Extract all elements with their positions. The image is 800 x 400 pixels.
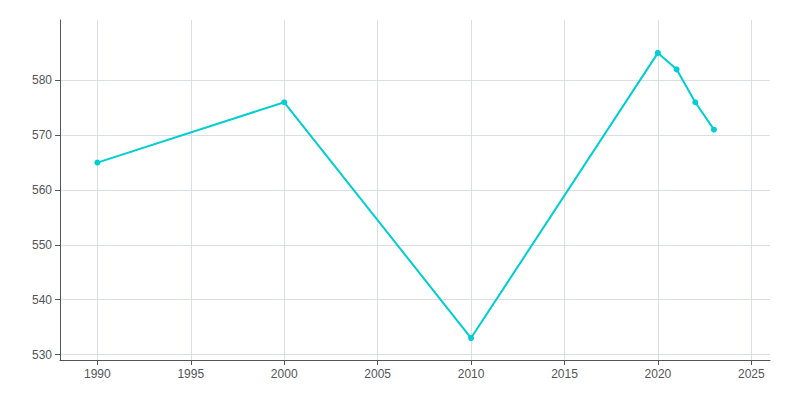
- svg-text:550: 550: [32, 238, 52, 252]
- svg-text:530: 530: [32, 348, 52, 362]
- svg-text:2005: 2005: [364, 367, 391, 381]
- svg-text:2000: 2000: [271, 367, 298, 381]
- svg-text:2025: 2025: [738, 367, 765, 381]
- svg-text:1990: 1990: [84, 367, 111, 381]
- svg-text:1995: 1995: [177, 367, 204, 381]
- svg-text:580: 580: [32, 73, 52, 87]
- svg-text:560: 560: [32, 183, 52, 197]
- svg-text:2015: 2015: [551, 367, 578, 381]
- svg-text:2010: 2010: [458, 367, 485, 381]
- svg-text:2020: 2020: [645, 367, 672, 381]
- svg-text:540: 540: [32, 293, 52, 307]
- svg-text:570: 570: [32, 128, 52, 142]
